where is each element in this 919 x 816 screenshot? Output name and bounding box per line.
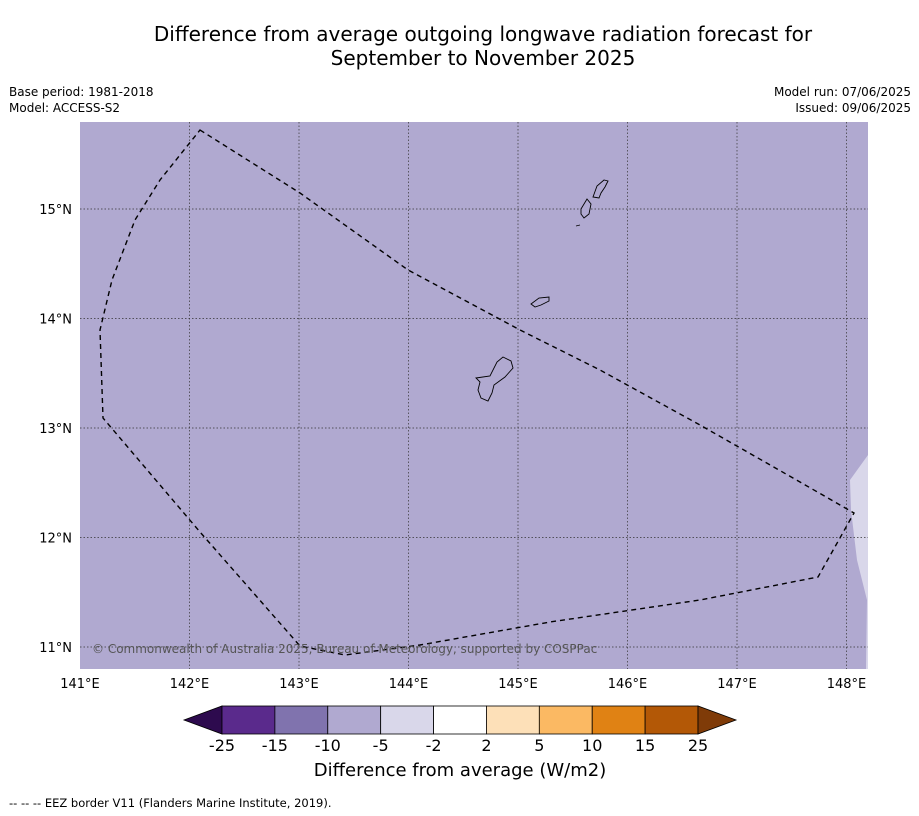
lon-label: 146°E <box>608 677 648 692</box>
colorbar-segment <box>433 705 487 735</box>
saipan-island <box>592 179 609 199</box>
colorbar-tick-label: 2 <box>481 736 492 755</box>
title-line-2: September to November 2025 <box>330 46 636 70</box>
colorbar-tick-label: 25 <box>687 736 709 755</box>
lon-label: 141°E <box>60 677 100 692</box>
lat-label: 11°N <box>39 641 72 656</box>
rota-island <box>530 296 550 308</box>
colorbar-segment <box>221 705 276 735</box>
lat-label: 15°N <box>39 203 72 218</box>
model-run: Model run: 07/06/2025 <box>773 85 911 99</box>
colorbar-segment <box>644 705 699 735</box>
colorbar-tick-label: -15 <box>261 736 288 755</box>
lon-label: 144°E <box>389 677 429 692</box>
colorbar-title: Difference from average (W/m2) <box>313 760 607 781</box>
guam-island <box>475 356 514 402</box>
colorbar-tick-label: -25 <box>208 736 236 755</box>
lon-label: 148°E <box>827 677 867 692</box>
lat-label: 13°N <box>39 422 72 437</box>
tinian-island <box>580 198 592 219</box>
longitude-labels: 141°E 142°E 143°E 144°E 145°E 146°E 147°E 148°E <box>60 677 866 692</box>
lon-label: 143°E <box>279 677 319 692</box>
colorbar-segment <box>274 705 329 735</box>
colorbar-tick-label: 10 <box>582 736 603 755</box>
base-period: Base period: 1981-2018 <box>9 85 154 99</box>
colorbar-segment <box>591 705 646 735</box>
colorbar-tick-label: -5 <box>372 736 389 755</box>
copyright-notice: © Commonwealth of Australia 2025, Bureau… <box>92 642 597 656</box>
aguijan-islet <box>575 224 581 227</box>
colorbar-segment <box>538 705 593 735</box>
meta-left: Base period: 1981-2018 Model: ACCESS-S2 <box>9 84 154 116</box>
issued-date: Issued: 09/06/2025 <box>795 101 911 115</box>
colorbar <box>182 705 738 735</box>
light-anomaly-region <box>850 455 868 669</box>
latitude-labels: 15°N 14°N 13°N 12°N 11°N <box>39 203 72 656</box>
colorbar-extend-high <box>697 705 738 735</box>
colorbar-tick-label: 5 <box>534 736 545 755</box>
lon-label: 147°E <box>717 677 757 692</box>
colorbar-segment <box>486 705 540 735</box>
lat-label: 12°N <box>39 532 72 547</box>
map-area <box>80 122 868 669</box>
model-name: Model: ACCESS-S2 <box>9 101 121 115</box>
colorbar-tick-label: -2 <box>425 736 442 755</box>
colorbar-tick-label: 15 <box>634 736 656 755</box>
title-line-1: Difference from average outgoing longwav… <box>153 22 813 46</box>
colorbar-segment <box>380 705 434 735</box>
lon-label: 145°E <box>498 677 538 692</box>
gridlines <box>80 122 868 669</box>
colorbar-segment <box>327 705 382 735</box>
lon-label: 142°E <box>170 677 210 692</box>
lat-label: 14°N <box>39 313 72 328</box>
eez-border <box>99 129 855 656</box>
chart-title: Difference from average outgoing longwav… <box>70 22 896 70</box>
meta-right: Model run: 07/06/2025 Issued: 09/06/2025 <box>774 84 911 116</box>
colorbar-extend-low <box>182 705 223 735</box>
colorbar-tick-label: -10 <box>314 736 341 755</box>
footer-note: -- -- -- EEZ border V11 (Flanders Marine… <box>9 796 332 810</box>
